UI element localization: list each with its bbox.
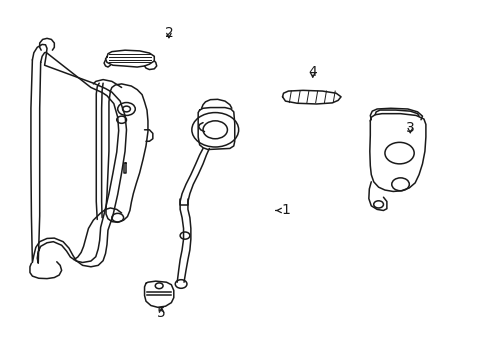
Text: 2: 2 — [164, 26, 173, 40]
Text: 3: 3 — [405, 121, 414, 135]
Text: 1: 1 — [275, 203, 290, 217]
Text: 4: 4 — [308, 66, 317, 80]
Text: 5: 5 — [157, 306, 165, 320]
